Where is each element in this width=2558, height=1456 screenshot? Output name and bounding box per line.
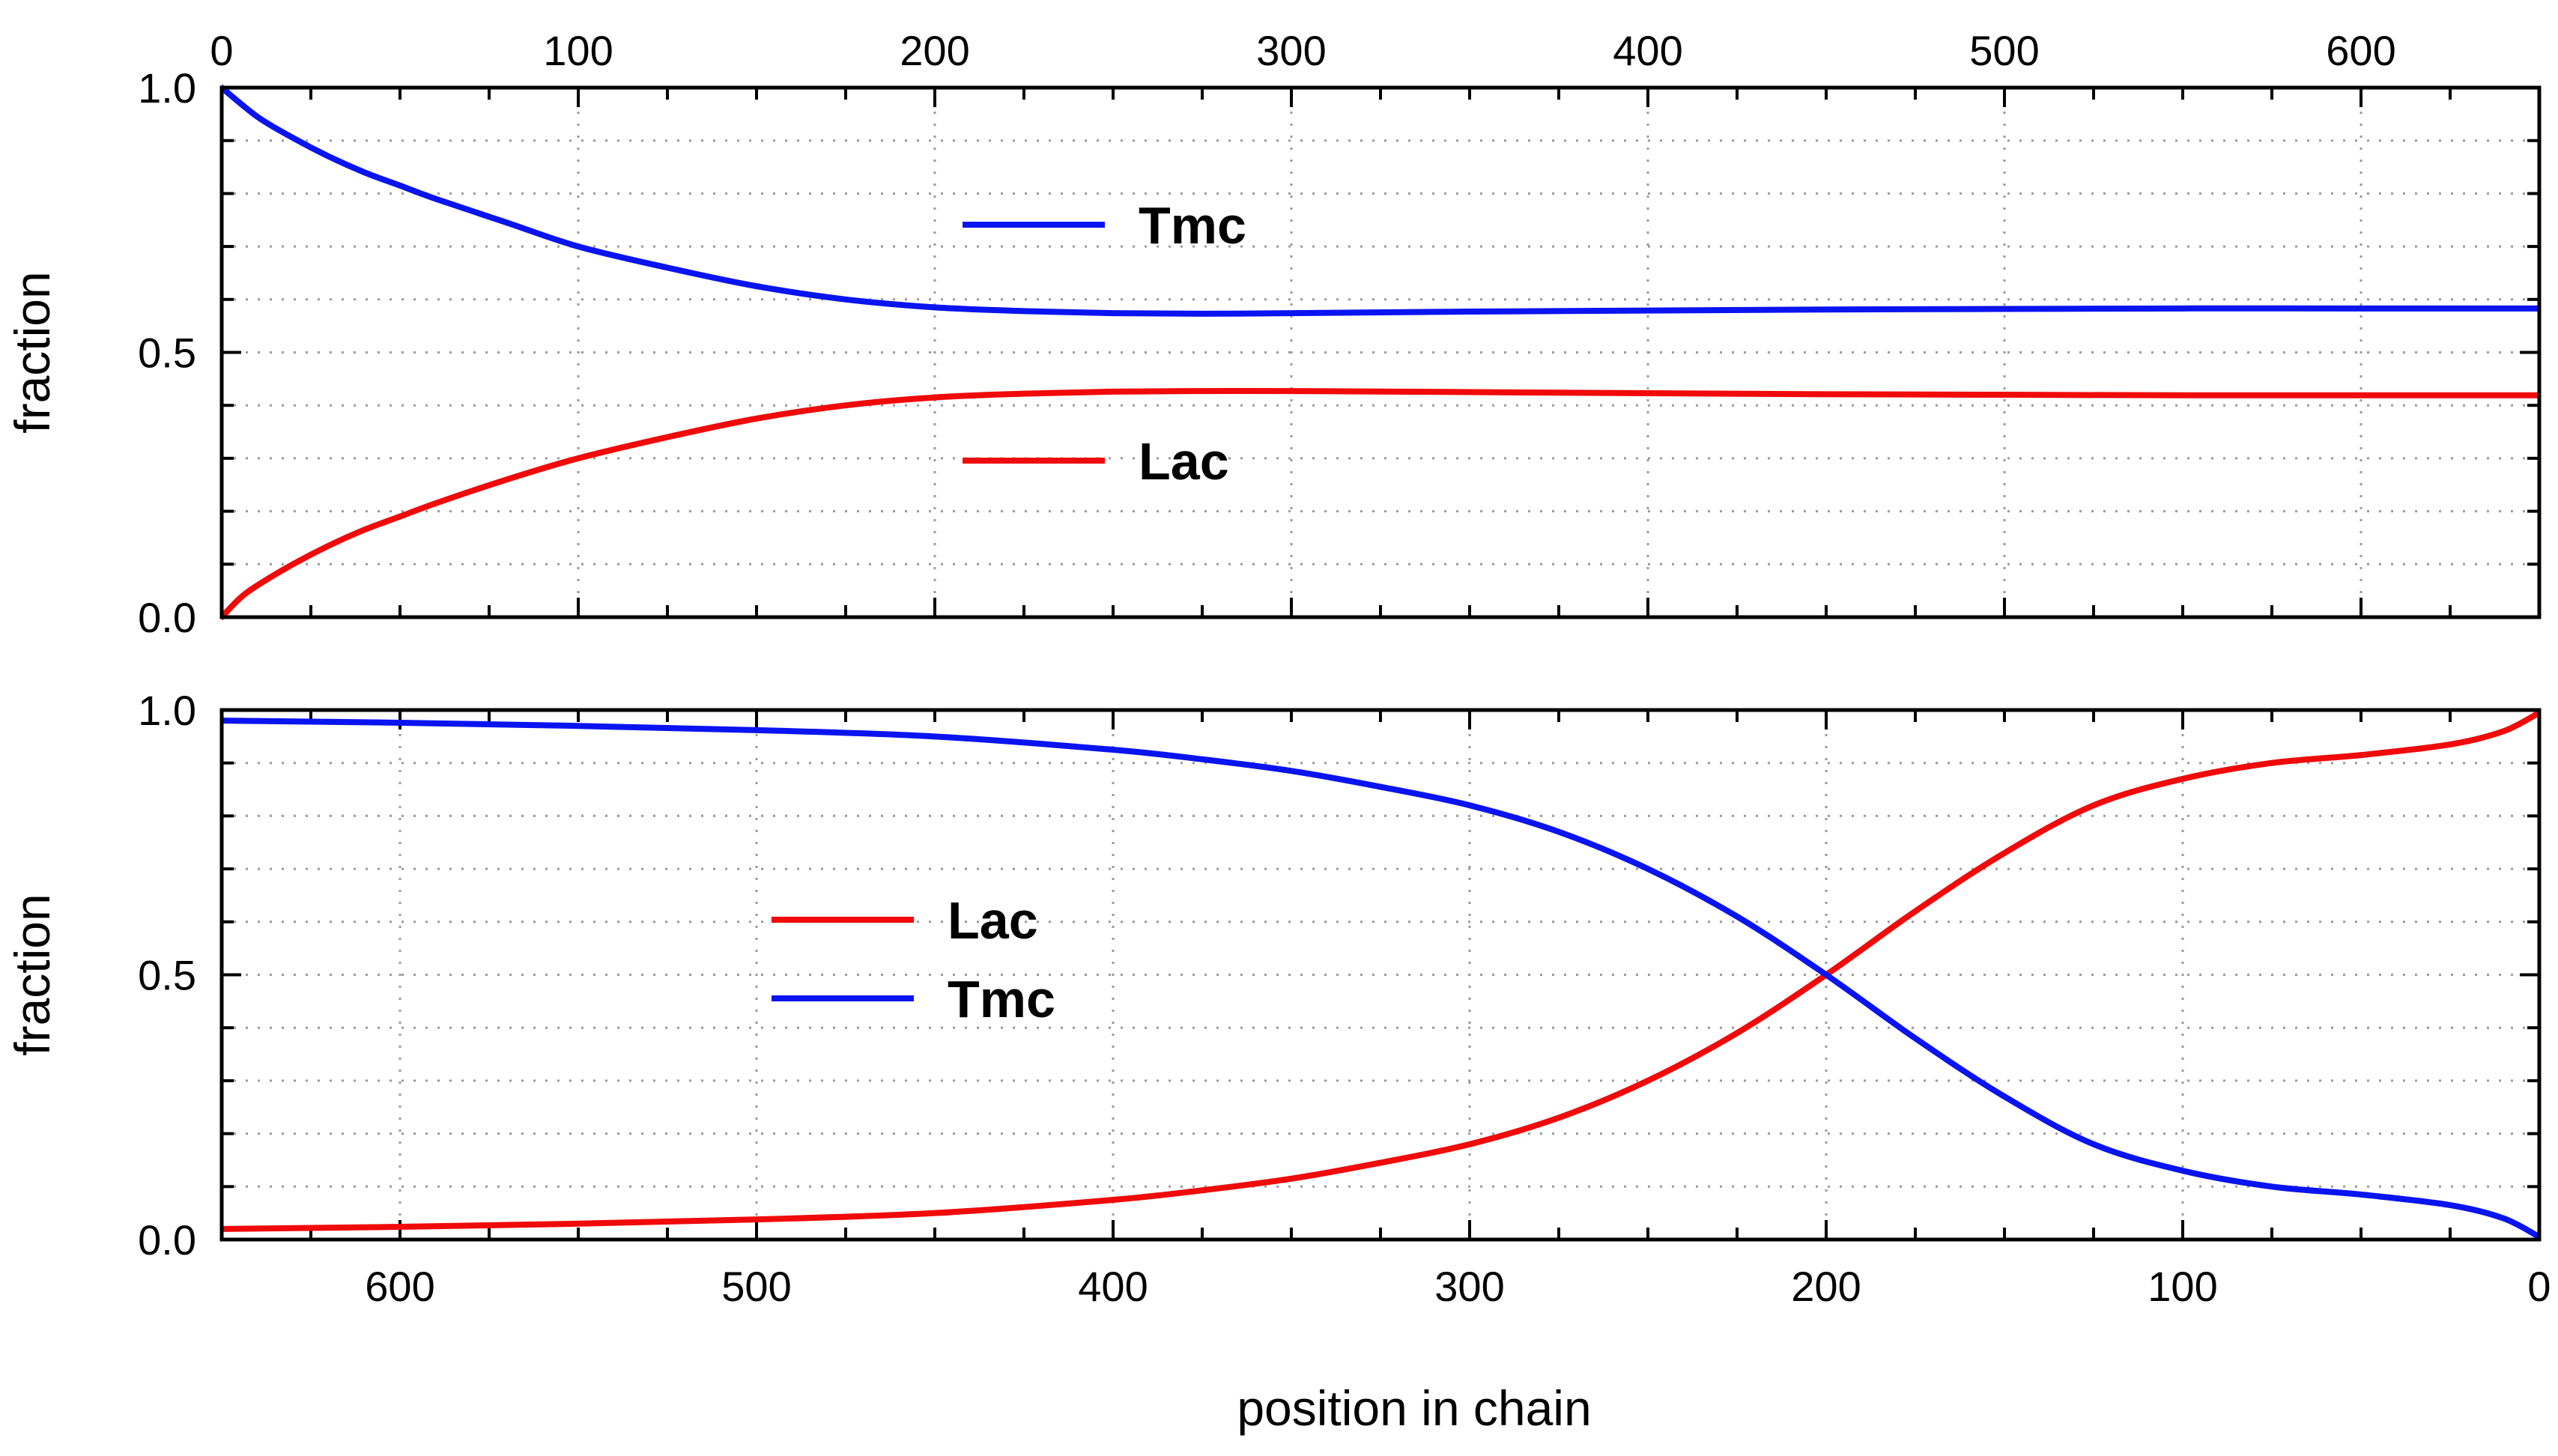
legend-label-tmc: Tmc [1139, 196, 1246, 255]
y-axis-title: fraction [4, 271, 60, 433]
legend: Tmc Lac [963, 196, 1246, 491]
series-line-tmc [222, 718, 2539, 1240]
x-tick-label: 400 [1613, 27, 1682, 74]
series-group [222, 709, 2539, 1240]
y-tick-label: 0.5 [138, 952, 196, 999]
y-tick-label: 0.5 [138, 330, 196, 377]
bottom-panel: 600 500 400 300 200 100 0 0.0 0.5 1.0 fraction posi… [4, 687, 2551, 1436]
series-line-lac [222, 709, 2539, 1232]
y-tick-label: 1.0 [138, 687, 196, 734]
x-tick-label: 500 [1969, 27, 2039, 74]
y-tick-label: 0.0 [138, 594, 196, 641]
series-group [222, 85, 2539, 620]
x-tick-label: 300 [1434, 1263, 1504, 1310]
y-axis-title: fraction [4, 894, 60, 1055]
x-tick-label: 300 [1256, 27, 1326, 74]
x-tick-label: 500 [721, 1263, 791, 1310]
plot-frame [219, 708, 2542, 1242]
x-tick-label: 200 [1791, 1263, 1861, 1310]
legend-label-lac: Lac [1139, 432, 1229, 491]
x-tick-label: 600 [2326, 27, 2395, 74]
y-tick-label: 1.0 [138, 64, 196, 112]
series-line-tmc [222, 85, 2539, 317]
legend: Lac Tmc [772, 891, 1055, 1028]
x-tick-label: 200 [900, 27, 969, 74]
x-tick-label: 0 [2527, 1263, 2551, 1310]
plot-frame [219, 85, 2542, 619]
legend-label-tmc: Tmc [948, 970, 1055, 1028]
series-line-lac [222, 387, 2539, 620]
top-panel: 0 100 200 300 400 500 600 0.0 0.5 1.0 fraction Tmc L… [4, 27, 2542, 641]
legend-label-lac: Lac [948, 891, 1038, 950]
x-tick-label: 600 [365, 1263, 434, 1310]
x-tick-label: 0 [210, 27, 233, 74]
y-tick-label: 0.0 [138, 1216, 196, 1264]
x-axis-title: position in chain [1237, 1380, 1591, 1436]
x-tick-label: 100 [543, 27, 613, 74]
x-tick-label: 100 [2148, 1263, 2217, 1310]
x-tick-label: 400 [1078, 1263, 1148, 1310]
